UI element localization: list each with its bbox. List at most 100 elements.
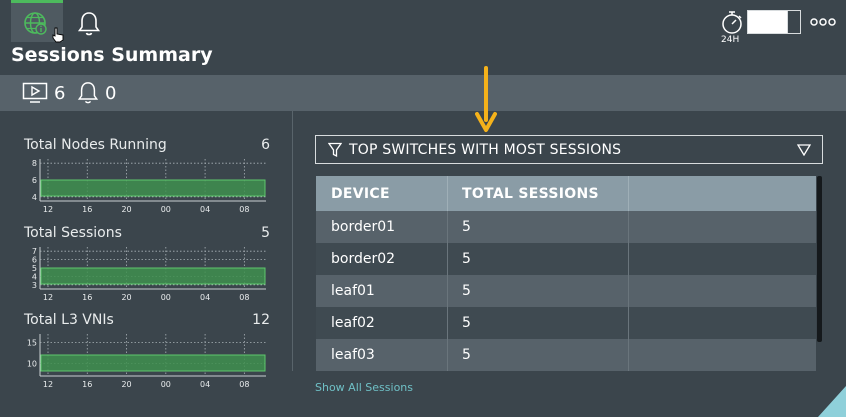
card-size-selector[interactable] xyxy=(747,10,801,34)
device-cell: border02 xyxy=(331,251,396,267)
table-row[interactable]: leaf02 5 xyxy=(316,307,816,339)
chart-x-tick-label: 00 xyxy=(161,293,171,302)
more-icon xyxy=(810,18,836,26)
metric-label: Total L3 VNIs xyxy=(24,312,114,328)
column-separator xyxy=(447,243,448,275)
card-header: Sessions Summary 24H xyxy=(0,0,846,75)
l3-vnis-chart: 15 10 12 16 20 00 04 08 xyxy=(27,334,266,389)
time-range-label: 24H xyxy=(721,35,740,45)
chart-x-tick-label: 16 xyxy=(82,205,92,214)
column-separator xyxy=(447,307,448,339)
table-scrollbar-thumb[interactable] xyxy=(817,176,822,342)
switch-filter-dropdown[interactable]: TOP SWITCHES WITH MOST SESSIONS xyxy=(315,135,823,164)
chart-y-tick-label: 3 xyxy=(32,281,37,290)
sessions-count-value: 6 xyxy=(54,82,66,104)
chart-y-tick-label: 15 xyxy=(27,338,37,347)
chart-area-series xyxy=(40,179,266,197)
metric-nodes-running: Total Nodes Running 6 8 6 4 12 16 20 00 04 08 xyxy=(24,137,270,217)
sessions-cell: 5 xyxy=(462,315,471,331)
column-separator xyxy=(628,243,629,275)
column-header-device[interactable]: DEVICE xyxy=(331,186,390,202)
chart-x-tick-label: 00 xyxy=(161,380,171,389)
column-header-total-sessions[interactable]: TOTAL SESSIONS xyxy=(462,186,599,202)
chart-x-tick-label: 12 xyxy=(43,380,53,389)
chart-y-tick-label: 6 xyxy=(32,176,37,185)
table-row[interactable]: border01 5 xyxy=(316,211,816,243)
chart-x-tick-label: 08 xyxy=(239,380,249,389)
pointer-cursor-icon xyxy=(52,27,64,43)
chart-x-tick-label: 12 xyxy=(43,205,53,214)
table-row[interactable]: leaf03 5 xyxy=(316,339,816,371)
chart-x-tick-label: 08 xyxy=(239,205,249,214)
chart-y-tick-label: 8 xyxy=(32,159,37,168)
monitor-play-icon xyxy=(22,82,48,103)
chart-y-tick-label: 5 xyxy=(32,264,37,273)
device-cell: border01 xyxy=(331,219,396,235)
sessions-cell: 5 xyxy=(462,251,471,267)
page-title: Sessions Summary xyxy=(11,44,213,66)
time-range-button[interactable]: 24H xyxy=(718,10,746,46)
chart-area-series xyxy=(40,354,266,372)
sessions-cell: 5 xyxy=(462,219,471,235)
panel-divider xyxy=(292,111,293,371)
device-cell: leaf01 xyxy=(331,283,375,299)
show-all-sessions-link[interactable]: Show All Sessions xyxy=(315,381,414,394)
chart-x-tick-label: 04 xyxy=(200,205,210,214)
column-separator xyxy=(628,275,629,307)
chart-y-tick-label: 7 xyxy=(32,247,37,256)
table-header: DEVICE TOTAL SESSIONS xyxy=(316,176,816,211)
filter-label: TOP SWITCHES WITH MOST SESSIONS xyxy=(349,142,622,158)
filter-icon xyxy=(328,142,342,158)
column-separator xyxy=(447,176,448,211)
metric-value: 12 xyxy=(252,312,270,328)
chart-x-tick-label: 16 xyxy=(82,380,92,389)
alarms-tab[interactable] xyxy=(65,0,117,42)
sessions-cell: 5 xyxy=(462,283,471,299)
column-separator xyxy=(628,307,629,339)
table-row[interactable]: leaf01 5 xyxy=(316,275,816,307)
chart-x-tick-label: 00 xyxy=(161,205,171,214)
summary-tab[interactable] xyxy=(11,0,64,43)
device-cell: leaf02 xyxy=(331,315,375,331)
stopwatch-icon xyxy=(722,11,742,34)
triangle-down-icon xyxy=(797,144,811,156)
device-cell: leaf03 xyxy=(331,347,375,363)
metric-value: 6 xyxy=(261,137,270,153)
chart-area-series xyxy=(40,267,266,285)
column-separator xyxy=(447,211,448,243)
bell-icon xyxy=(77,12,101,36)
chart-x-tick-label: 04 xyxy=(200,380,210,389)
stat-bar: 6 0 xyxy=(0,75,846,111)
sessions-count: 6 xyxy=(22,81,65,105)
bell-icon xyxy=(77,82,99,104)
chart-x-tick-label: 12 xyxy=(43,293,53,302)
alarms-count: 0 xyxy=(77,81,116,105)
chart-x-tick-label: 16 xyxy=(82,293,92,302)
resize-handle-icon[interactable] xyxy=(818,386,846,417)
table-row[interactable]: border02 5 xyxy=(316,243,816,275)
metric-l3-vnis: Total L3 VNIs 12 15 10 12 16 20 00 04 08 xyxy=(24,312,270,392)
chart-y-tick-label: 4 xyxy=(32,272,37,281)
chart-x-tick-label: 20 xyxy=(121,205,131,214)
metric-value: 5 xyxy=(261,225,270,241)
more-actions-button[interactable] xyxy=(810,14,836,28)
metric-label: Total Nodes Running xyxy=(24,137,167,153)
nodes-running-chart: 8 6 4 12 16 20 00 04 08 xyxy=(32,159,266,214)
globe-info-icon xyxy=(24,12,47,35)
metric-total-sessions: Total Sessions 5 7 6 5 4 3 12 16 20 00 04 08 xyxy=(24,225,270,305)
chart-y-tick-label: 10 xyxy=(27,359,37,368)
column-separator xyxy=(447,339,448,371)
chart-y-tick-label: 6 xyxy=(32,256,37,265)
column-separator xyxy=(628,339,629,371)
column-separator xyxy=(447,275,448,307)
chart-y-tick-label: 4 xyxy=(32,193,37,202)
chart-x-tick-label: 04 xyxy=(200,293,210,302)
sessions-cell: 5 xyxy=(462,347,471,363)
column-separator xyxy=(628,176,629,211)
column-separator xyxy=(628,211,629,243)
chart-x-tick-label: 20 xyxy=(121,293,131,302)
metric-label: Total Sessions xyxy=(24,225,122,241)
annotation-arrow-icon xyxy=(475,66,497,132)
alarms-count-value: 0 xyxy=(105,82,117,104)
